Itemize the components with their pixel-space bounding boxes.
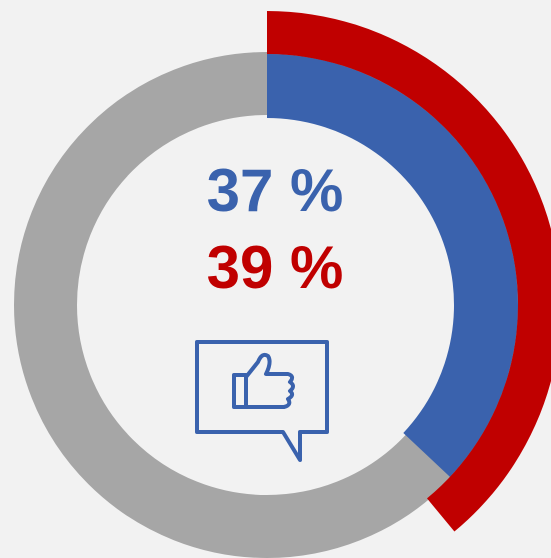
value-arc — [267, 11, 551, 532]
value-label: 39 % — [207, 234, 344, 301]
speech-bubble — [195, 340, 329, 462]
thumb — [244, 352, 295, 409]
value-label: 37 % — [207, 157, 344, 224]
rings — [14, 11, 551, 558]
like-icon — [195, 340, 329, 462]
value-arc — [267, 54, 518, 477]
